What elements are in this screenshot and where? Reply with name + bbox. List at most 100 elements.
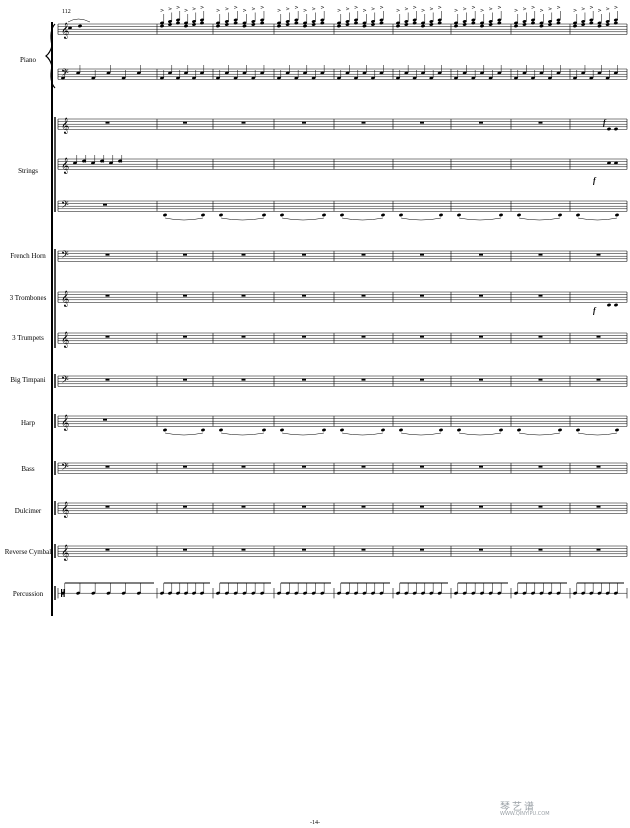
percussion-note (121, 591, 126, 595)
instrument-label-trombones: 3 Trombones (9, 294, 47, 302)
piano-bass-note (462, 71, 467, 75)
percussion-note (106, 591, 111, 595)
measure-rest (596, 505, 601, 508)
piano-chord-note (285, 20, 290, 23)
piano-chord-note (613, 18, 618, 22)
piano-chord-note (480, 24, 484, 28)
piano-chord-note (311, 23, 316, 26)
percussion-note (251, 591, 256, 595)
piano-chord-note (581, 20, 586, 23)
percussion-note (613, 591, 618, 595)
measure-rest (183, 253, 187, 256)
measure-rest (105, 505, 110, 508)
piano-chord-note (224, 23, 229, 26)
measure-rest (420, 505, 424, 508)
piano-chord-note (224, 20, 229, 23)
measure-rest (538, 294, 543, 297)
piano-bass-note (345, 71, 350, 75)
accent-mark: > (463, 7, 467, 13)
percussion-note (320, 591, 325, 595)
piano-chord-note (345, 20, 350, 23)
piano-chord-note (539, 21, 544, 25)
instrument-label-timpani: Big Timpani (10, 376, 46, 384)
percussion-note (362, 591, 367, 595)
percussion-note (488, 591, 493, 595)
measure-rest (479, 121, 483, 124)
piano-bass-note (260, 71, 265, 75)
piano-chord-note (320, 18, 325, 22)
piano-bass-note (539, 71, 544, 75)
watermark-title: 琴艺谱 (500, 802, 536, 813)
piano-chord-note (379, 18, 384, 22)
percussion-note (76, 591, 81, 595)
piano-chord-note (285, 23, 290, 26)
piano-bass-note (136, 71, 141, 75)
tie (164, 217, 204, 221)
piano-chord-note (216, 21, 220, 25)
measure-rest (183, 548, 187, 551)
piano-chord-note (176, 18, 180, 22)
accent-mark: > (523, 7, 527, 13)
piano-chord-note (437, 21, 442, 25)
accent-mark: > (346, 7, 350, 13)
percussion-note (136, 591, 141, 595)
piano-chord-note (160, 24, 164, 28)
strings-note (118, 159, 122, 163)
piano-chord-note (589, 18, 594, 22)
measure-rest (538, 121, 543, 124)
accent-mark: > (540, 8, 544, 14)
tie (458, 432, 502, 436)
accent-mark: > (396, 8, 400, 14)
measure-rest (103, 418, 107, 421)
measure-rest (103, 203, 107, 206)
accent-mark: > (471, 5, 475, 11)
percussion-note (404, 591, 409, 595)
accent-mark: > (286, 7, 290, 13)
tie (281, 432, 325, 436)
accent-mark: > (277, 8, 281, 14)
percussion-note (354, 591, 358, 595)
accent-mark: > (454, 8, 458, 14)
tied-note (615, 213, 619, 217)
piano-chord-note (437, 18, 442, 22)
tied-note (381, 428, 385, 432)
measure-rest (596, 378, 601, 381)
piano-bass-note (605, 76, 610, 80)
instrument-label-percussion: Percussion (12, 590, 44, 598)
accent-mark: > (320, 5, 324, 11)
piano-bass-note (251, 76, 256, 80)
tie (341, 432, 384, 436)
measure-rest (479, 465, 483, 468)
treble-clef-icon: 𝄞 (61, 545, 69, 561)
percussion-note (224, 591, 229, 595)
measure-rest (479, 548, 483, 551)
piano-chord-note (548, 20, 552, 23)
measure-number: 112 (62, 9, 71, 15)
measure-rest (302, 294, 306, 297)
tie (220, 217, 265, 221)
tied-note (576, 428, 580, 432)
piano-bass-note (429, 76, 434, 80)
piano-chord-note (539, 24, 544, 28)
piano-bass-note (106, 71, 111, 75)
strings-note (100, 159, 104, 163)
measure-rest (183, 335, 187, 338)
percussion-note (539, 591, 544, 595)
tied-note (340, 428, 344, 432)
piano-brace (45, 23, 56, 89)
piano-bass-note (480, 71, 484, 75)
piano-bass-note (471, 76, 476, 80)
measure-rest (183, 505, 187, 508)
percussion-note (176, 591, 180, 595)
measure-rest (361, 548, 366, 551)
treble-clef-icon: 𝄞 (61, 118, 69, 134)
piano-chord-note (480, 21, 484, 25)
tied-note (439, 213, 443, 217)
measure-rest (302, 465, 306, 468)
accent-mark: > (303, 8, 307, 14)
piano-bass-note (589, 76, 594, 80)
percussion-note (260, 591, 265, 595)
measure-rest (241, 378, 246, 381)
piano-chord-note (396, 24, 400, 28)
bass-clef-icon: 𝄢 (61, 199, 69, 213)
